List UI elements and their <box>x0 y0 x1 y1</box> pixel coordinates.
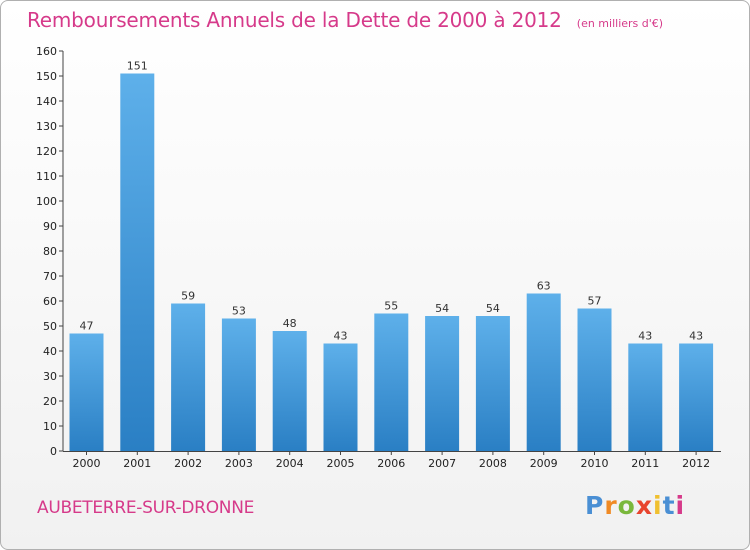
proxiti-logo: Proxiti <box>585 491 685 520</box>
logo-letter: x <box>635 491 653 520</box>
x-tick-label: 2009 <box>530 457 558 470</box>
value-label: 43 <box>334 330 348 343</box>
value-label: 53 <box>232 305 246 318</box>
logo-letter: i <box>675 491 686 520</box>
bar <box>374 313 409 451</box>
bar <box>526 293 561 451</box>
chart-title-row: Remboursements Annuels de la Dette de 20… <box>27 8 663 32</box>
x-tick-label: 2011 <box>631 457 659 470</box>
bar <box>475 316 510 451</box>
y-tick-label: 20 <box>43 395 57 408</box>
bar <box>69 333 104 451</box>
y-tick-label: 90 <box>43 220 57 233</box>
y-tick-label: 120 <box>36 145 57 158</box>
bar <box>323 343 358 451</box>
x-tick-label: 2001 <box>123 457 151 470</box>
value-labels: 47 151 59 53 48 43 55 54 54 63 57 43 43 <box>80 60 704 343</box>
bar <box>679 343 714 451</box>
y-tick-label: 100 <box>36 195 57 208</box>
value-label: 47 <box>80 320 94 333</box>
value-label: 59 <box>181 290 195 303</box>
logo-letter: t <box>662 491 676 520</box>
value-label: 63 <box>537 280 551 293</box>
x-tick-label: 2004 <box>276 457 304 470</box>
logo-letter: r <box>604 491 618 520</box>
y-tick-label: 110 <box>36 170 57 183</box>
y-tick-label: 140 <box>36 95 57 108</box>
value-label: 54 <box>435 302 449 315</box>
y-tick-label: 60 <box>43 295 57 308</box>
x-tick-label: 2002 <box>174 457 202 470</box>
bar-series <box>69 73 714 451</box>
bar <box>425 316 460 451</box>
x-tick-label: 2005 <box>327 457 355 470</box>
bar <box>221 318 256 451</box>
y-tick-label: 50 <box>43 320 57 333</box>
y-tick-label: 160 <box>36 45 57 58</box>
x-tick-label: 2006 <box>377 457 405 470</box>
bar <box>120 73 155 451</box>
x-tick-label: 2003 <box>225 457 253 470</box>
y-tick-label: 0 <box>50 445 57 458</box>
y-tick-label: 40 <box>43 345 57 358</box>
value-label: 48 <box>283 317 297 330</box>
bar <box>577 308 612 451</box>
value-label: 43 <box>689 330 703 343</box>
bar <box>272 331 307 451</box>
value-label: 54 <box>486 302 500 315</box>
logo-letter: i <box>653 491 663 520</box>
value-label: 43 <box>638 330 652 343</box>
bar <box>628 343 663 451</box>
x-tick-label: 2007 <box>428 457 456 470</box>
chart-title: Remboursements Annuels de la Dette de 20… <box>27 8 562 32</box>
y-tick-label: 30 <box>43 370 57 383</box>
y-tick-label: 130 <box>36 120 57 133</box>
value-label: 57 <box>588 295 602 308</box>
x-tick-label: 2012 <box>682 457 710 470</box>
x-tick-label: 2010 <box>581 457 609 470</box>
x-tick-label: 2008 <box>479 457 507 470</box>
y-tick-label: 70 <box>43 270 57 283</box>
chart-subtitle: (en milliers d'€) <box>576 17 664 30</box>
y-tick-label: 10 <box>43 420 57 433</box>
logo-letter: o <box>617 491 636 520</box>
value-label: 55 <box>384 300 398 313</box>
logo-letter: P <box>585 491 605 520</box>
commune-name: AUBETERRE-SUR-DRONNE <box>37 498 255 518</box>
value-label: 151 <box>127 60 148 73</box>
y-tick-label: 150 <box>36 70 57 83</box>
x-tick-label: 2000 <box>73 457 101 470</box>
y-tick-label: 80 <box>43 245 57 258</box>
y-axis: 0 10 20 30 40 50 60 70 80 90 100 110 120 130 140 150 160 <box>36 45 64 458</box>
bar <box>171 303 206 451</box>
x-axis: 2000 2001 2002 2003 2004 2005 2006 2007 2008 2009… <box>63 451 721 470</box>
